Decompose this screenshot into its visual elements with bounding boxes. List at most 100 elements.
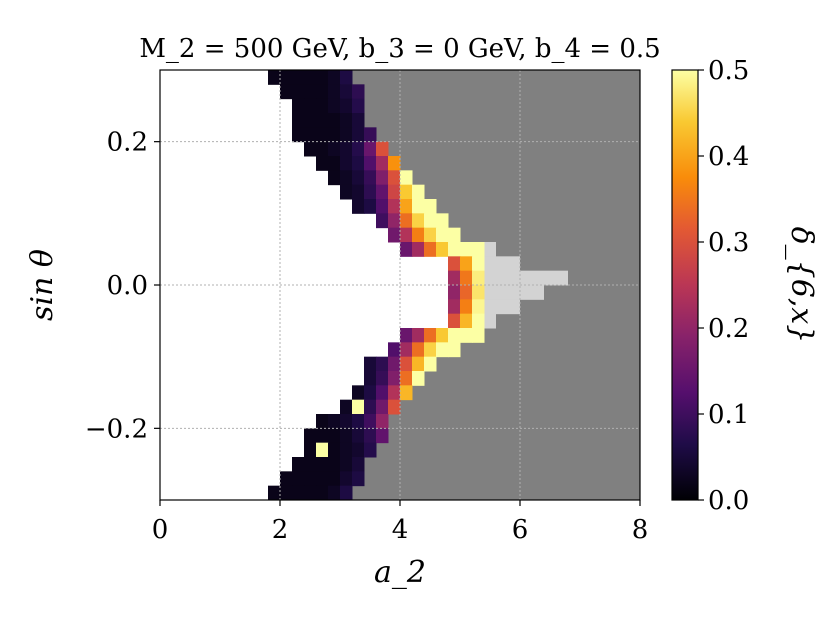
heatmap-cell [352, 385, 365, 401]
heatmap-cell [328, 428, 341, 444]
heatmap-cell [316, 70, 329, 85]
heatmap-cell [460, 285, 473, 300]
x-tick-label: 4 [392, 515, 409, 545]
heatmap-cell [304, 84, 317, 100]
heatmap-cell [400, 342, 413, 358]
heatmap-cell [424, 328, 437, 343]
heatmap-cell [304, 98, 317, 114]
heatmap-cell [292, 98, 305, 114]
heatmap-cell [328, 113, 341, 128]
heatmap-cell [304, 442, 317, 458]
heatmap-cell [328, 84, 341, 100]
heatmap-cell [388, 199, 401, 214]
heatmap-cell [388, 356, 401, 372]
heatmap-cell [376, 184, 389, 200]
heatmap-cell [364, 385, 377, 401]
heatmap-cell [400, 199, 413, 214]
allowed-region-row [160, 199, 352, 214]
heatmap-cell [472, 242, 485, 257]
allowed-region-row [160, 98, 292, 114]
heatmap-cell [340, 170, 353, 186]
heatmap-cell [316, 84, 329, 100]
heatmap-cell [304, 70, 317, 85]
heatmap-cell [352, 457, 365, 472]
grid [159, 70, 641, 500]
heatmap-cell [304, 113, 317, 128]
heatmap-cell [316, 485, 329, 501]
heatmap-cell [376, 141, 389, 157]
y-tick-label: −0.2 [85, 414, 148, 444]
heatmap-cell [376, 385, 389, 401]
chart-title: M_2 = 500 GeV, b_3 = 0 GeV, b_4 = 0.5 [139, 34, 660, 64]
allowed-region-row [160, 213, 376, 229]
x-axis-label: a_2 [374, 555, 426, 590]
heatmap-cell [424, 213, 437, 229]
allowed-region-row [160, 299, 454, 315]
heatmap-cell [376, 428, 389, 444]
heatmap-cell [412, 371, 425, 386]
heatmap-cell [448, 227, 461, 243]
heatmap-cell [376, 399, 389, 415]
heatmap-cell [352, 156, 365, 171]
heatmap-cell [448, 328, 461, 343]
heatmap-cell [364, 141, 377, 157]
heatmap-cell [448, 313, 461, 329]
heatmap-cell [304, 141, 317, 157]
allowed-region-row [160, 141, 304, 157]
heatmap-cell [436, 227, 449, 243]
allowed-region-row [160, 399, 340, 415]
heatmap-cell [292, 457, 305, 472]
heatmap-cell [472, 256, 485, 272]
heatmap-cell [340, 184, 353, 200]
allowed-region-row [160, 256, 454, 272]
heatmap-cell [304, 485, 317, 501]
x-tick-label: 2 [272, 515, 289, 545]
heatmap-cell [388, 213, 401, 229]
heatmap-cell [400, 227, 413, 243]
heatmap-cell [400, 170, 413, 186]
colorbar-tick-label: 0.2 [708, 314, 749, 344]
heatmap-cell [460, 328, 473, 343]
heatmap-cell [340, 485, 353, 501]
allowed-region-row [160, 170, 328, 186]
heatmap-cell [280, 84, 293, 100]
heatmap-cell [448, 299, 461, 315]
allowed-region-row [160, 242, 406, 257]
allowed-region-row [160, 485, 268, 501]
heatmap-cell [412, 184, 425, 200]
heatmap-cell [388, 342, 401, 358]
heatmap-cell [376, 414, 389, 429]
y-tick-label: 0.2 [107, 128, 148, 158]
colorbar: 0.0 0.1 0.2 0.3 0.4 0.5 [671, 56, 749, 516]
allowed-region-row [160, 356, 364, 372]
heatmap-cell [316, 127, 329, 143]
colorbar-gradient [671, 69, 699, 501]
heatmap-cell [352, 442, 365, 458]
heatmap-cell [460, 299, 473, 315]
heatmap-cell [352, 170, 365, 186]
heatmap-cell [364, 414, 377, 429]
heatmap-cell [364, 184, 377, 200]
heatmap-cell [316, 457, 329, 472]
heatmap-cell [316, 428, 329, 444]
heatmap-cell [352, 471, 365, 487]
heatmap-cell [340, 141, 353, 157]
heatmap-cell [376, 199, 389, 214]
heatmap-cell [328, 70, 341, 85]
heatmap-cell [436, 328, 449, 343]
heatmap-cell [328, 485, 341, 501]
heatmap-cell [364, 127, 377, 143]
allowed-region-row [160, 113, 292, 128]
heatmap-cell [376, 371, 389, 386]
colorbar-label: δ_{6,x} [784, 227, 819, 344]
heatmap-cell [316, 414, 329, 429]
heatmap-cell [340, 471, 353, 487]
allowed-region-row [160, 285, 454, 300]
heatmap-cell [448, 342, 461, 358]
heatmap-cell [412, 213, 425, 229]
heatmap-cell [424, 227, 437, 243]
light-gray-cell [484, 242, 496, 257]
y-axis-label: sin θ [25, 249, 60, 321]
heatmap-cell [316, 471, 329, 487]
heatmap-cell [400, 242, 413, 257]
